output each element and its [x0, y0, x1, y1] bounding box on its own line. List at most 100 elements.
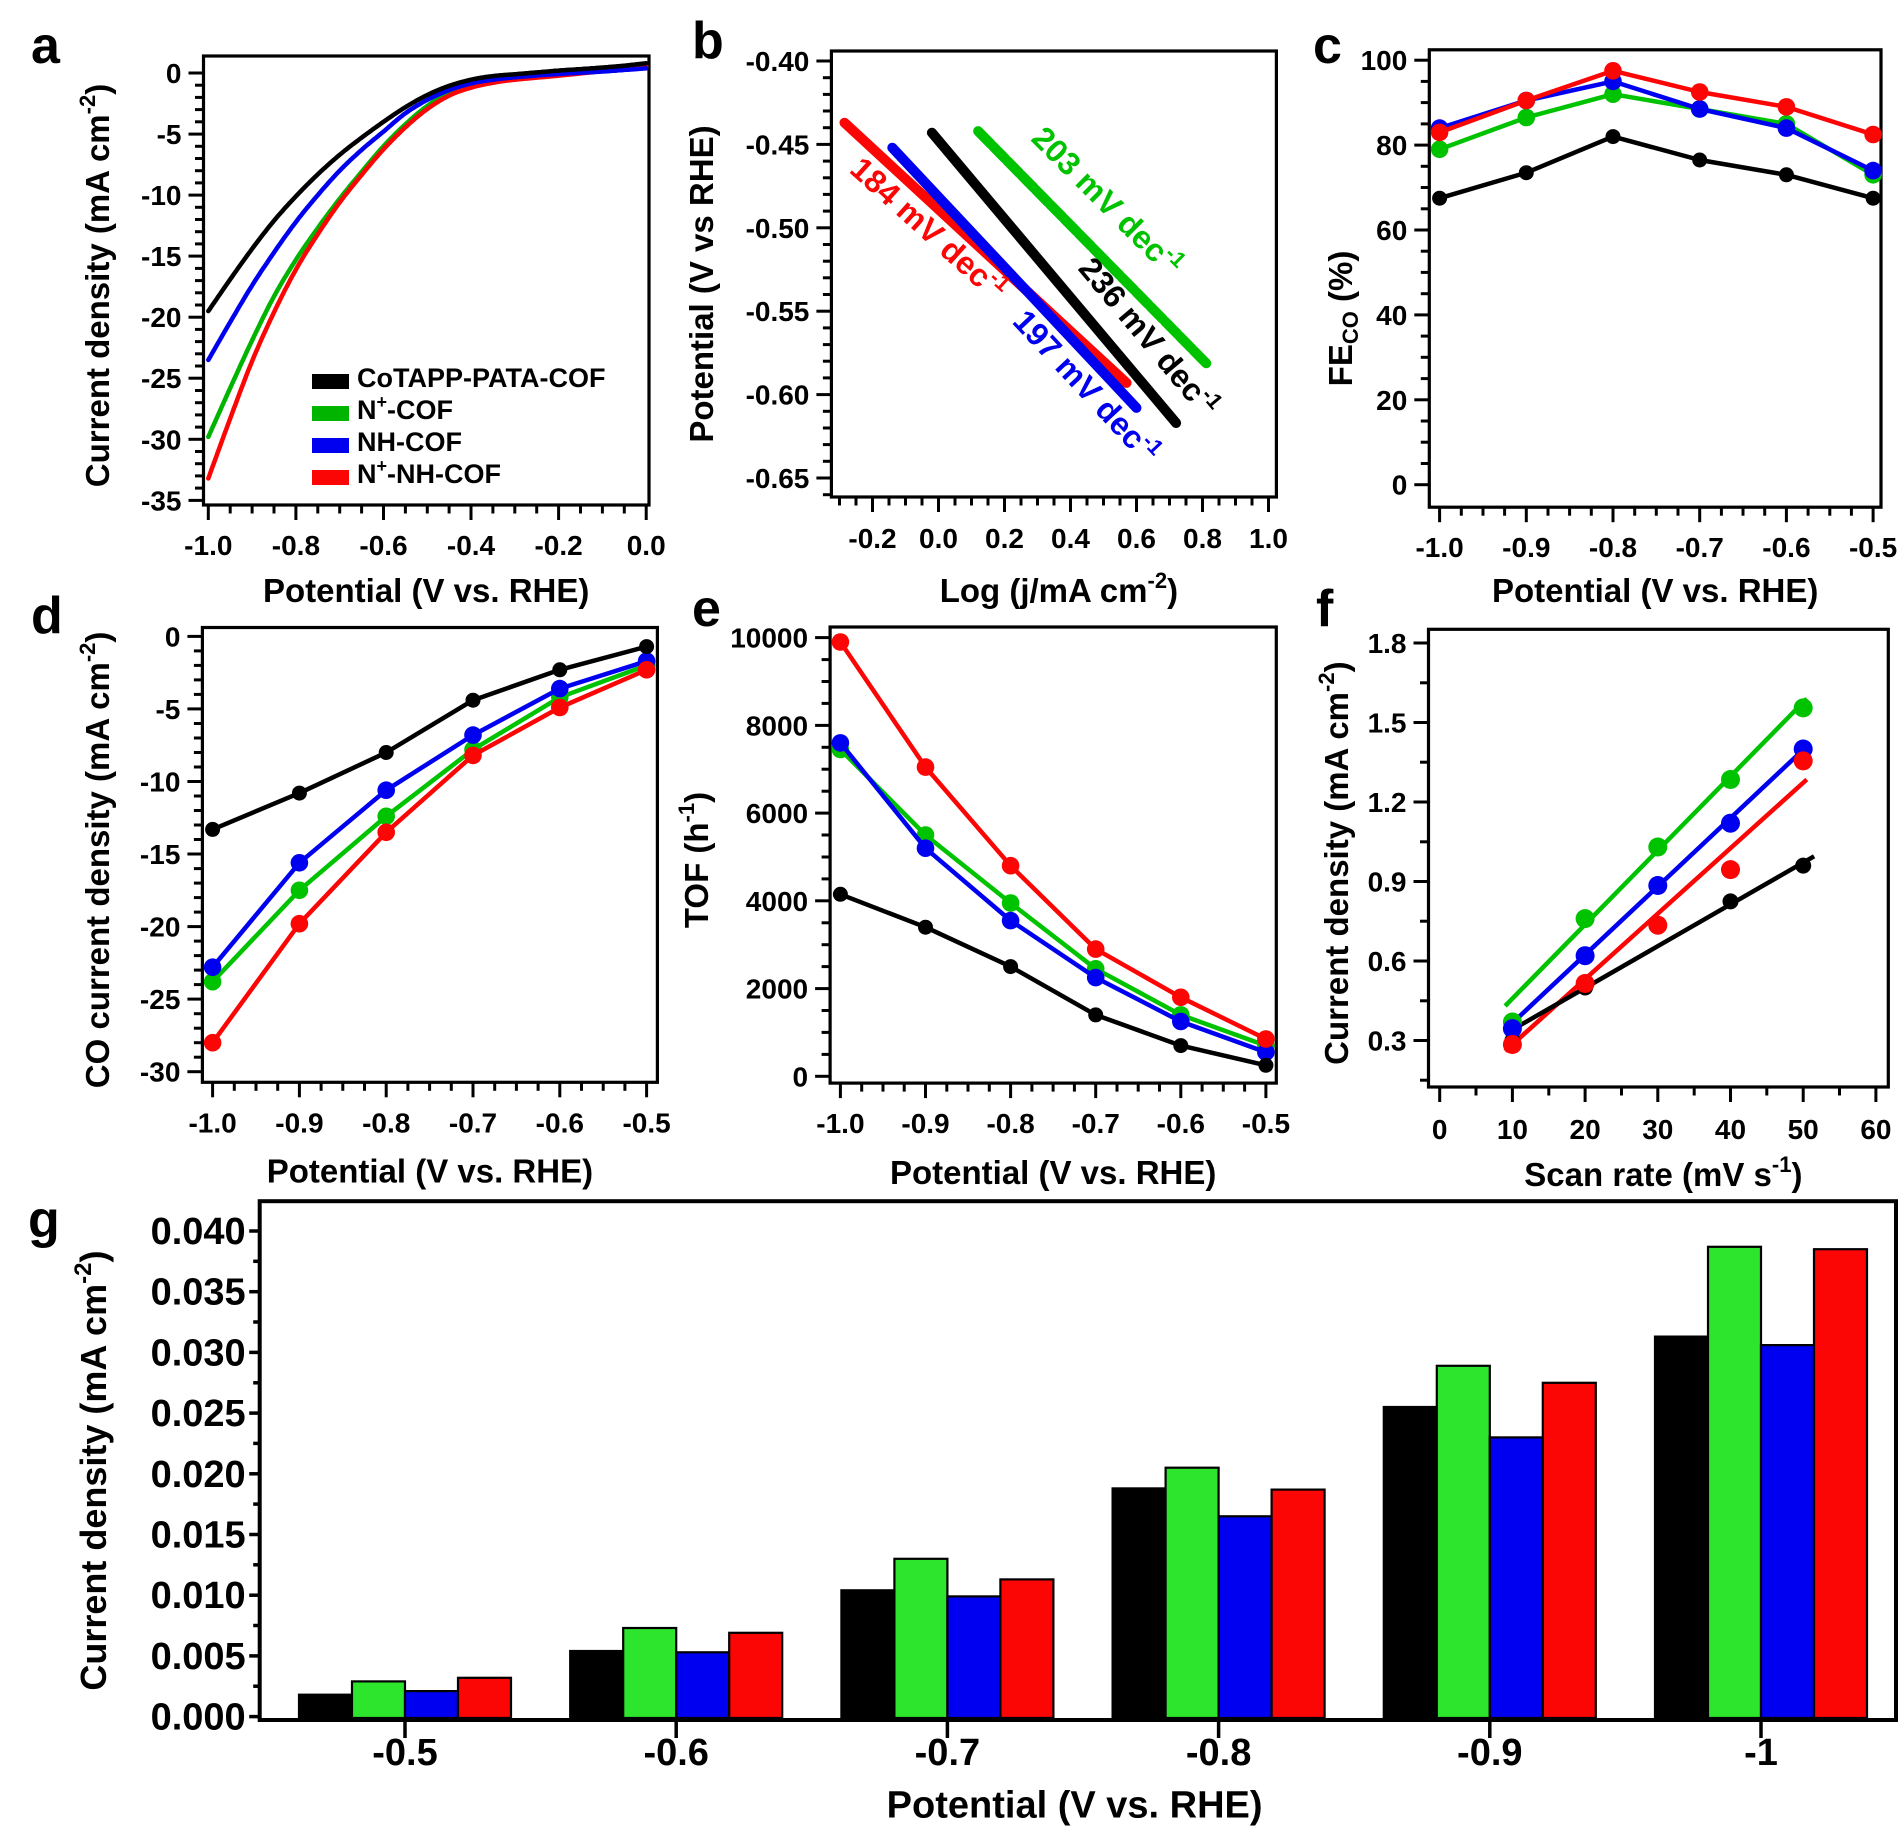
svg-text:N+-NH-COF: N+-NH-COF	[357, 456, 501, 489]
svg-text:-0.2: -0.2	[848, 523, 896, 554]
svg-text:0.020: 0.020	[151, 1454, 246, 1496]
svg-text:-5: -5	[157, 119, 182, 150]
svg-text:CO current density (mA cm-2): CO current density (mA cm-2)	[75, 632, 116, 1089]
svg-text:a: a	[31, 17, 61, 75]
svg-text:c: c	[1313, 17, 1342, 75]
svg-text:-0.7: -0.7	[1072, 1108, 1120, 1139]
svg-text:-0.7: -0.7	[449, 1107, 497, 1138]
svg-text:-25: -25	[140, 984, 180, 1015]
svg-text:Potential (V vs RHE): Potential (V vs RHE)	[683, 125, 720, 442]
svg-text:N+-COF: N+-COF	[357, 392, 453, 425]
svg-text:-0.6: -0.6	[643, 1732, 708, 1774]
svg-text:Current density (mA cm-2): Current density (mA cm-2)	[75, 84, 116, 487]
svg-text:-0.6: -0.6	[359, 530, 407, 561]
svg-text:0: 0	[166, 58, 182, 89]
svg-text:0.4: 0.4	[1051, 523, 1090, 554]
svg-text:Potential (V vs. RHE): Potential (V vs. RHE)	[1492, 572, 1818, 609]
svg-text:0.035: 0.035	[151, 1272, 246, 1314]
svg-text:0.005: 0.005	[151, 1636, 246, 1678]
svg-text:-0.6: -0.6	[1157, 1108, 1205, 1139]
svg-text:-5: -5	[155, 694, 180, 725]
svg-text:e: e	[692, 580, 721, 638]
svg-text:-0.45: -0.45	[746, 129, 810, 160]
svg-text:0.6: 0.6	[1117, 523, 1156, 554]
svg-text:-10: -10	[141, 180, 181, 211]
svg-text:60: 60	[1376, 215, 1407, 246]
svg-text:184 mV dec-1: 184 mV dec-1	[844, 147, 1016, 308]
svg-text:0.000: 0.000	[151, 1697, 246, 1739]
svg-text:1.5: 1.5	[1368, 708, 1407, 739]
svg-text:-0.60: -0.60	[746, 380, 810, 411]
svg-text:0.025: 0.025	[151, 1393, 246, 1435]
svg-text:-0.6: -0.6	[536, 1107, 584, 1138]
svg-text:1.8: 1.8	[1368, 628, 1407, 659]
svg-text:-15: -15	[140, 839, 180, 870]
svg-text:1.2: 1.2	[1368, 787, 1407, 818]
svg-text:f: f	[1316, 580, 1334, 638]
svg-text:0.8: 0.8	[1183, 523, 1222, 554]
svg-text:0.2: 0.2	[985, 523, 1024, 554]
svg-text:-0.9: -0.9	[275, 1107, 323, 1138]
svg-text:8000: 8000	[746, 710, 808, 741]
svg-text:4000: 4000	[746, 886, 808, 917]
svg-text:0.6: 0.6	[1368, 946, 1407, 977]
svg-text:-0.7: -0.7	[1676, 532, 1724, 563]
svg-text:40: 40	[1715, 1114, 1746, 1145]
svg-text:-0.8: -0.8	[362, 1107, 410, 1138]
svg-text:10000: 10000	[730, 623, 808, 654]
svg-text:-0.5: -0.5	[622, 1107, 670, 1138]
svg-text:-0.8: -0.8	[1589, 532, 1637, 563]
svg-text:40: 40	[1376, 300, 1407, 331]
svg-text:-15: -15	[141, 241, 181, 272]
svg-text:10: 10	[1497, 1114, 1528, 1145]
svg-text:Potential (V vs. RHE): Potential (V vs. RHE)	[887, 1785, 1263, 1827]
svg-text:Current density (mA cm-2): Current density (mA cm-2)	[70, 1251, 114, 1691]
svg-text:0: 0	[1432, 1114, 1448, 1145]
svg-text:-0.2: -0.2	[534, 530, 582, 561]
svg-text:30: 30	[1642, 1114, 1673, 1145]
svg-text:0: 0	[793, 1061, 809, 1092]
svg-text:Scan rate (mV s-1): Scan rate (mV s-1)	[1524, 1152, 1802, 1193]
svg-text:-0.65: -0.65	[746, 463, 810, 494]
svg-text:-0.5: -0.5	[1849, 532, 1897, 563]
svg-text:-0.5: -0.5	[372, 1732, 437, 1774]
svg-text:d: d	[31, 587, 63, 645]
svg-text:-20: -20	[141, 302, 181, 333]
svg-text:b: b	[692, 12, 724, 70]
svg-text:-25: -25	[141, 363, 181, 394]
svg-text:0.040: 0.040	[151, 1211, 246, 1253]
svg-text:0.9: 0.9	[1368, 867, 1407, 898]
svg-text:-1.0: -1.0	[184, 530, 232, 561]
svg-text:Potential (V vs. RHE): Potential (V vs. RHE)	[890, 1154, 1216, 1191]
svg-text:FECO (%): FECO (%)	[1322, 251, 1363, 387]
svg-text:-0.6: -0.6	[1762, 532, 1810, 563]
svg-text:0.015: 0.015	[151, 1515, 246, 1557]
svg-text:80: 80	[1376, 130, 1407, 161]
svg-text:100: 100	[1361, 45, 1408, 76]
svg-text:-0.4: -0.4	[447, 530, 496, 561]
svg-text:-1.0: -1.0	[188, 1107, 236, 1138]
svg-text:-0.9: -0.9	[1457, 1732, 1522, 1774]
svg-text:-0.5: -0.5	[1242, 1108, 1290, 1139]
svg-text:CoTAPP-PATA-COF: CoTAPP-PATA-COF	[357, 363, 605, 393]
svg-text:Potential (V vs. RHE): Potential (V vs. RHE)	[263, 572, 589, 609]
svg-text:-30: -30	[140, 1057, 180, 1088]
svg-text:-10: -10	[140, 767, 180, 798]
svg-text:-0.9: -0.9	[901, 1108, 949, 1139]
svg-text:-0.40: -0.40	[746, 46, 810, 77]
svg-text:-0.55: -0.55	[746, 296, 810, 327]
svg-text:60: 60	[1860, 1114, 1891, 1145]
svg-text:-1: -1	[1744, 1732, 1778, 1774]
svg-text:-35: -35	[141, 485, 181, 516]
svg-text:50: 50	[1788, 1114, 1819, 1145]
svg-text:6000: 6000	[746, 798, 808, 829]
svg-text:0.030: 0.030	[151, 1332, 246, 1374]
svg-text:-30: -30	[141, 424, 181, 455]
svg-text:-20: -20	[140, 912, 180, 943]
svg-text:NH-COF: NH-COF	[357, 427, 462, 457]
svg-text:0.010: 0.010	[151, 1575, 246, 1617]
svg-text:-0.8: -0.8	[272, 530, 320, 561]
svg-text:-0.8: -0.8	[1186, 1732, 1251, 1774]
svg-text:Log (j/mA cm-2): Log (j/mA cm-2)	[940, 568, 1178, 609]
svg-text:-1.0: -1.0	[1415, 532, 1463, 563]
